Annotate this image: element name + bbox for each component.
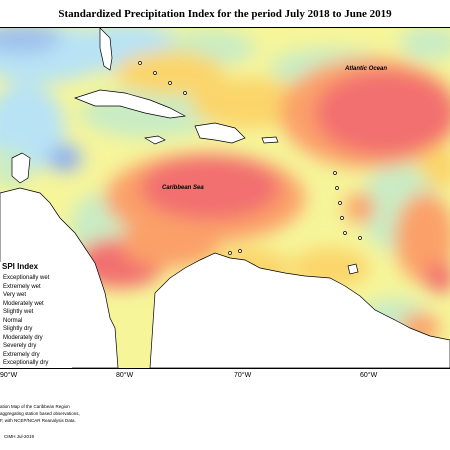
lon-label-60w: 60°W (360, 372, 378, 379)
cuba (73, 89, 187, 119)
dry-zone (315, 71, 450, 155)
florida (99, 28, 113, 71)
legend-item: Slightly wet (3, 309, 34, 315)
jamaica (143, 135, 166, 145)
island (335, 186, 339, 190)
footnote-line-2: aggregating station based observations, (0, 411, 80, 416)
lon-label-70w: 70°W (234, 372, 252, 379)
legend-item: Very wet (3, 292, 27, 298)
atlantic-ocean-label: Atlantic Ocean (345, 66, 388, 72)
dry-zone (140, 156, 280, 220)
lon-label-90w: 90°W (0, 372, 18, 379)
footnote-line-3: F, with NCEP/NCAR Reanalysis Data. (0, 418, 76, 423)
dry-zone (345, 193, 375, 223)
dry-zone (190, 78, 310, 128)
island (333, 171, 337, 175)
island (228, 251, 232, 255)
lon-label-80w: 80°W (116, 372, 134, 379)
legend-item: Extremely dry (3, 351, 40, 358)
wet-zone (0, 28, 60, 53)
wet-zone (400, 28, 450, 61)
puerto-rico (261, 136, 279, 144)
island (338, 201, 342, 205)
legend-item: Slightly dry (3, 326, 33, 332)
legend-item: Extremely wet (3, 283, 41, 290)
legend-item: Exceptionally dry (3, 360, 49, 366)
hispaniola (194, 122, 246, 144)
south-america (149, 252, 450, 368)
dry-zone (425, 263, 450, 293)
dry-zone (395, 193, 450, 283)
dry-zone (120, 218, 220, 268)
legend-item: Exceptionally wet (3, 275, 50, 281)
wet-zone (57, 154, 73, 166)
island (358, 236, 362, 240)
island (183, 91, 187, 95)
island (238, 249, 242, 253)
island (343, 231, 347, 235)
legend-item: Moderately wet (3, 300, 44, 307)
map-title: Standardized Precipitation Index for the… (58, 8, 392, 20)
legend-item: Severely dry (3, 343, 37, 349)
island (168, 81, 172, 85)
legend: SPI Index Exceptionally wet Extremely wet… (0, 262, 72, 368)
yucatan (11, 152, 31, 184)
footnote-credit: CIMH Jul-2019 (4, 434, 35, 439)
island (340, 216, 344, 220)
island (153, 71, 157, 75)
island (138, 61, 142, 65)
footnote-line-1: ation Map of the Caribbean Region (0, 404, 70, 409)
spi-map-canvas (0, 28, 450, 368)
spi-map: Atlantic Ocean Caribbean Sea SPI Index E… (0, 27, 450, 369)
dry-zone (420, 148, 450, 188)
legend-item: Normal (3, 317, 23, 324)
dry-zone (115, 51, 225, 95)
legend-title: SPI Index (2, 262, 39, 271)
trinidad (347, 263, 359, 275)
legend-item: Moderately dry (3, 334, 43, 341)
caribbean-sea-label: Caribbean Sea (162, 185, 204, 191)
